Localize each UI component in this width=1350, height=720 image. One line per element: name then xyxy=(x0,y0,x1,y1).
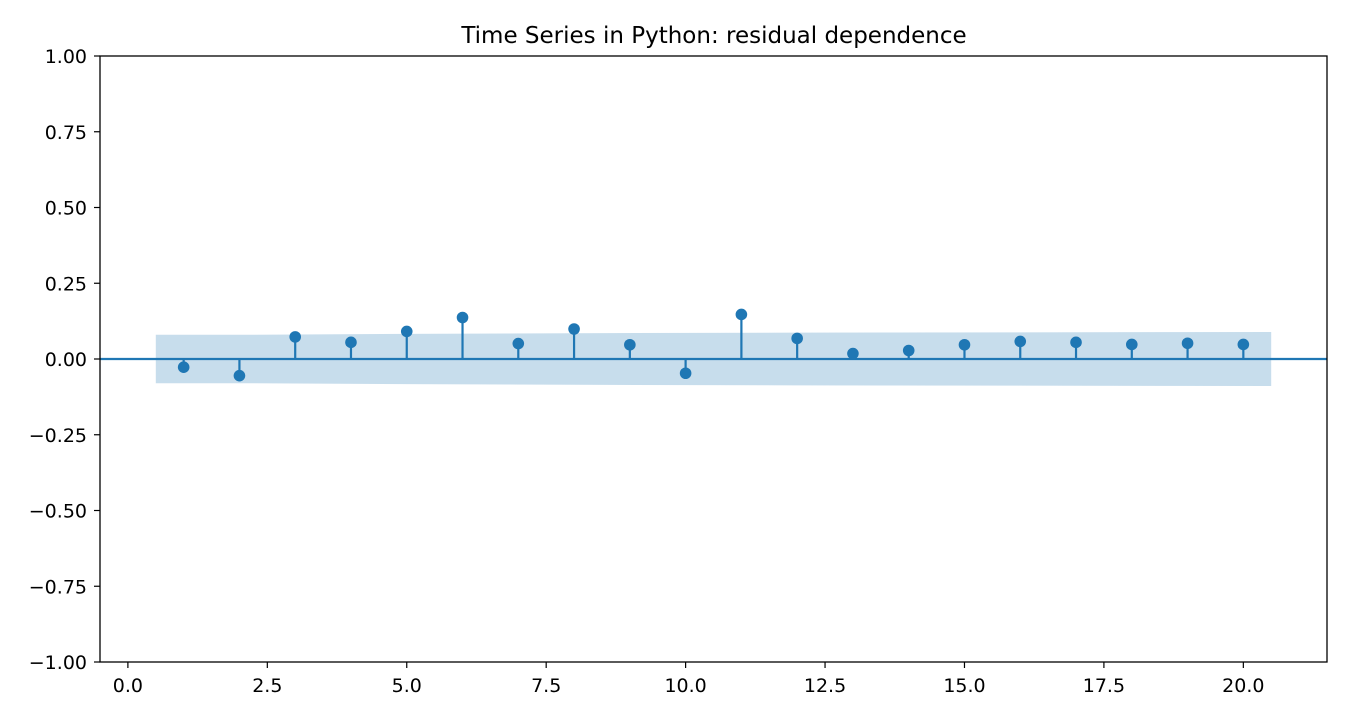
y-tick-label: −0.25 xyxy=(29,425,87,447)
y-axis: −1.00 −0.75 −0.50 −0.25 0.00 0.25 0.50 0.75 1.00 xyxy=(29,46,100,674)
acf-marker xyxy=(679,367,692,380)
x-tick-label: 15.0 xyxy=(943,675,985,697)
acf-marker xyxy=(289,331,302,343)
acf-marker xyxy=(791,332,803,345)
acf-marker xyxy=(1181,337,1194,350)
x-tick-label: 2.5 xyxy=(252,675,282,697)
acf-marker xyxy=(177,361,190,373)
y-tick-label: 0.50 xyxy=(45,198,87,220)
acf-marker xyxy=(568,323,580,335)
chart-title: Time Series in Python: residual dependen… xyxy=(460,23,966,49)
y-tick-label: −0.75 xyxy=(29,576,87,598)
x-axis: 0.0 2.5 5.0 7.5 10.0 12.5 15.0 17.5 20.0 xyxy=(113,662,1264,697)
acf-marker xyxy=(735,308,748,321)
x-tick-label: 5.0 xyxy=(392,675,422,697)
x-tick-label: 20.0 xyxy=(1222,675,1264,697)
acf-marker xyxy=(512,337,525,350)
acf-marker xyxy=(1070,336,1082,349)
x-tick-label: 12.5 xyxy=(804,675,846,697)
x-tick-label: 10.0 xyxy=(664,675,706,697)
acf-marker xyxy=(456,311,469,324)
acf-marker xyxy=(233,369,246,382)
x-tick-label: 7.5 xyxy=(531,675,561,697)
acf-marker xyxy=(1237,338,1250,351)
y-tick-label: 0.00 xyxy=(45,349,87,371)
acf-marker xyxy=(958,338,971,351)
acf-marker xyxy=(902,344,915,357)
y-tick-label: −1.00 xyxy=(29,652,87,674)
y-tick-label: −0.50 xyxy=(29,501,87,523)
acf-marker xyxy=(345,336,357,349)
acf-marker xyxy=(1014,335,1027,348)
x-tick-label: 17.5 xyxy=(1083,675,1125,697)
acf-marker xyxy=(400,325,413,338)
acf-marker xyxy=(847,347,859,360)
x-tick-label: 0.0 xyxy=(113,675,143,697)
y-tick-label: 0.75 xyxy=(45,122,87,144)
y-tick-label: 1.00 xyxy=(45,46,87,68)
acf-marker xyxy=(1125,338,1138,351)
markers-layer xyxy=(177,308,1250,382)
y-tick-label: 0.25 xyxy=(45,273,87,295)
acf-marker xyxy=(624,338,636,351)
